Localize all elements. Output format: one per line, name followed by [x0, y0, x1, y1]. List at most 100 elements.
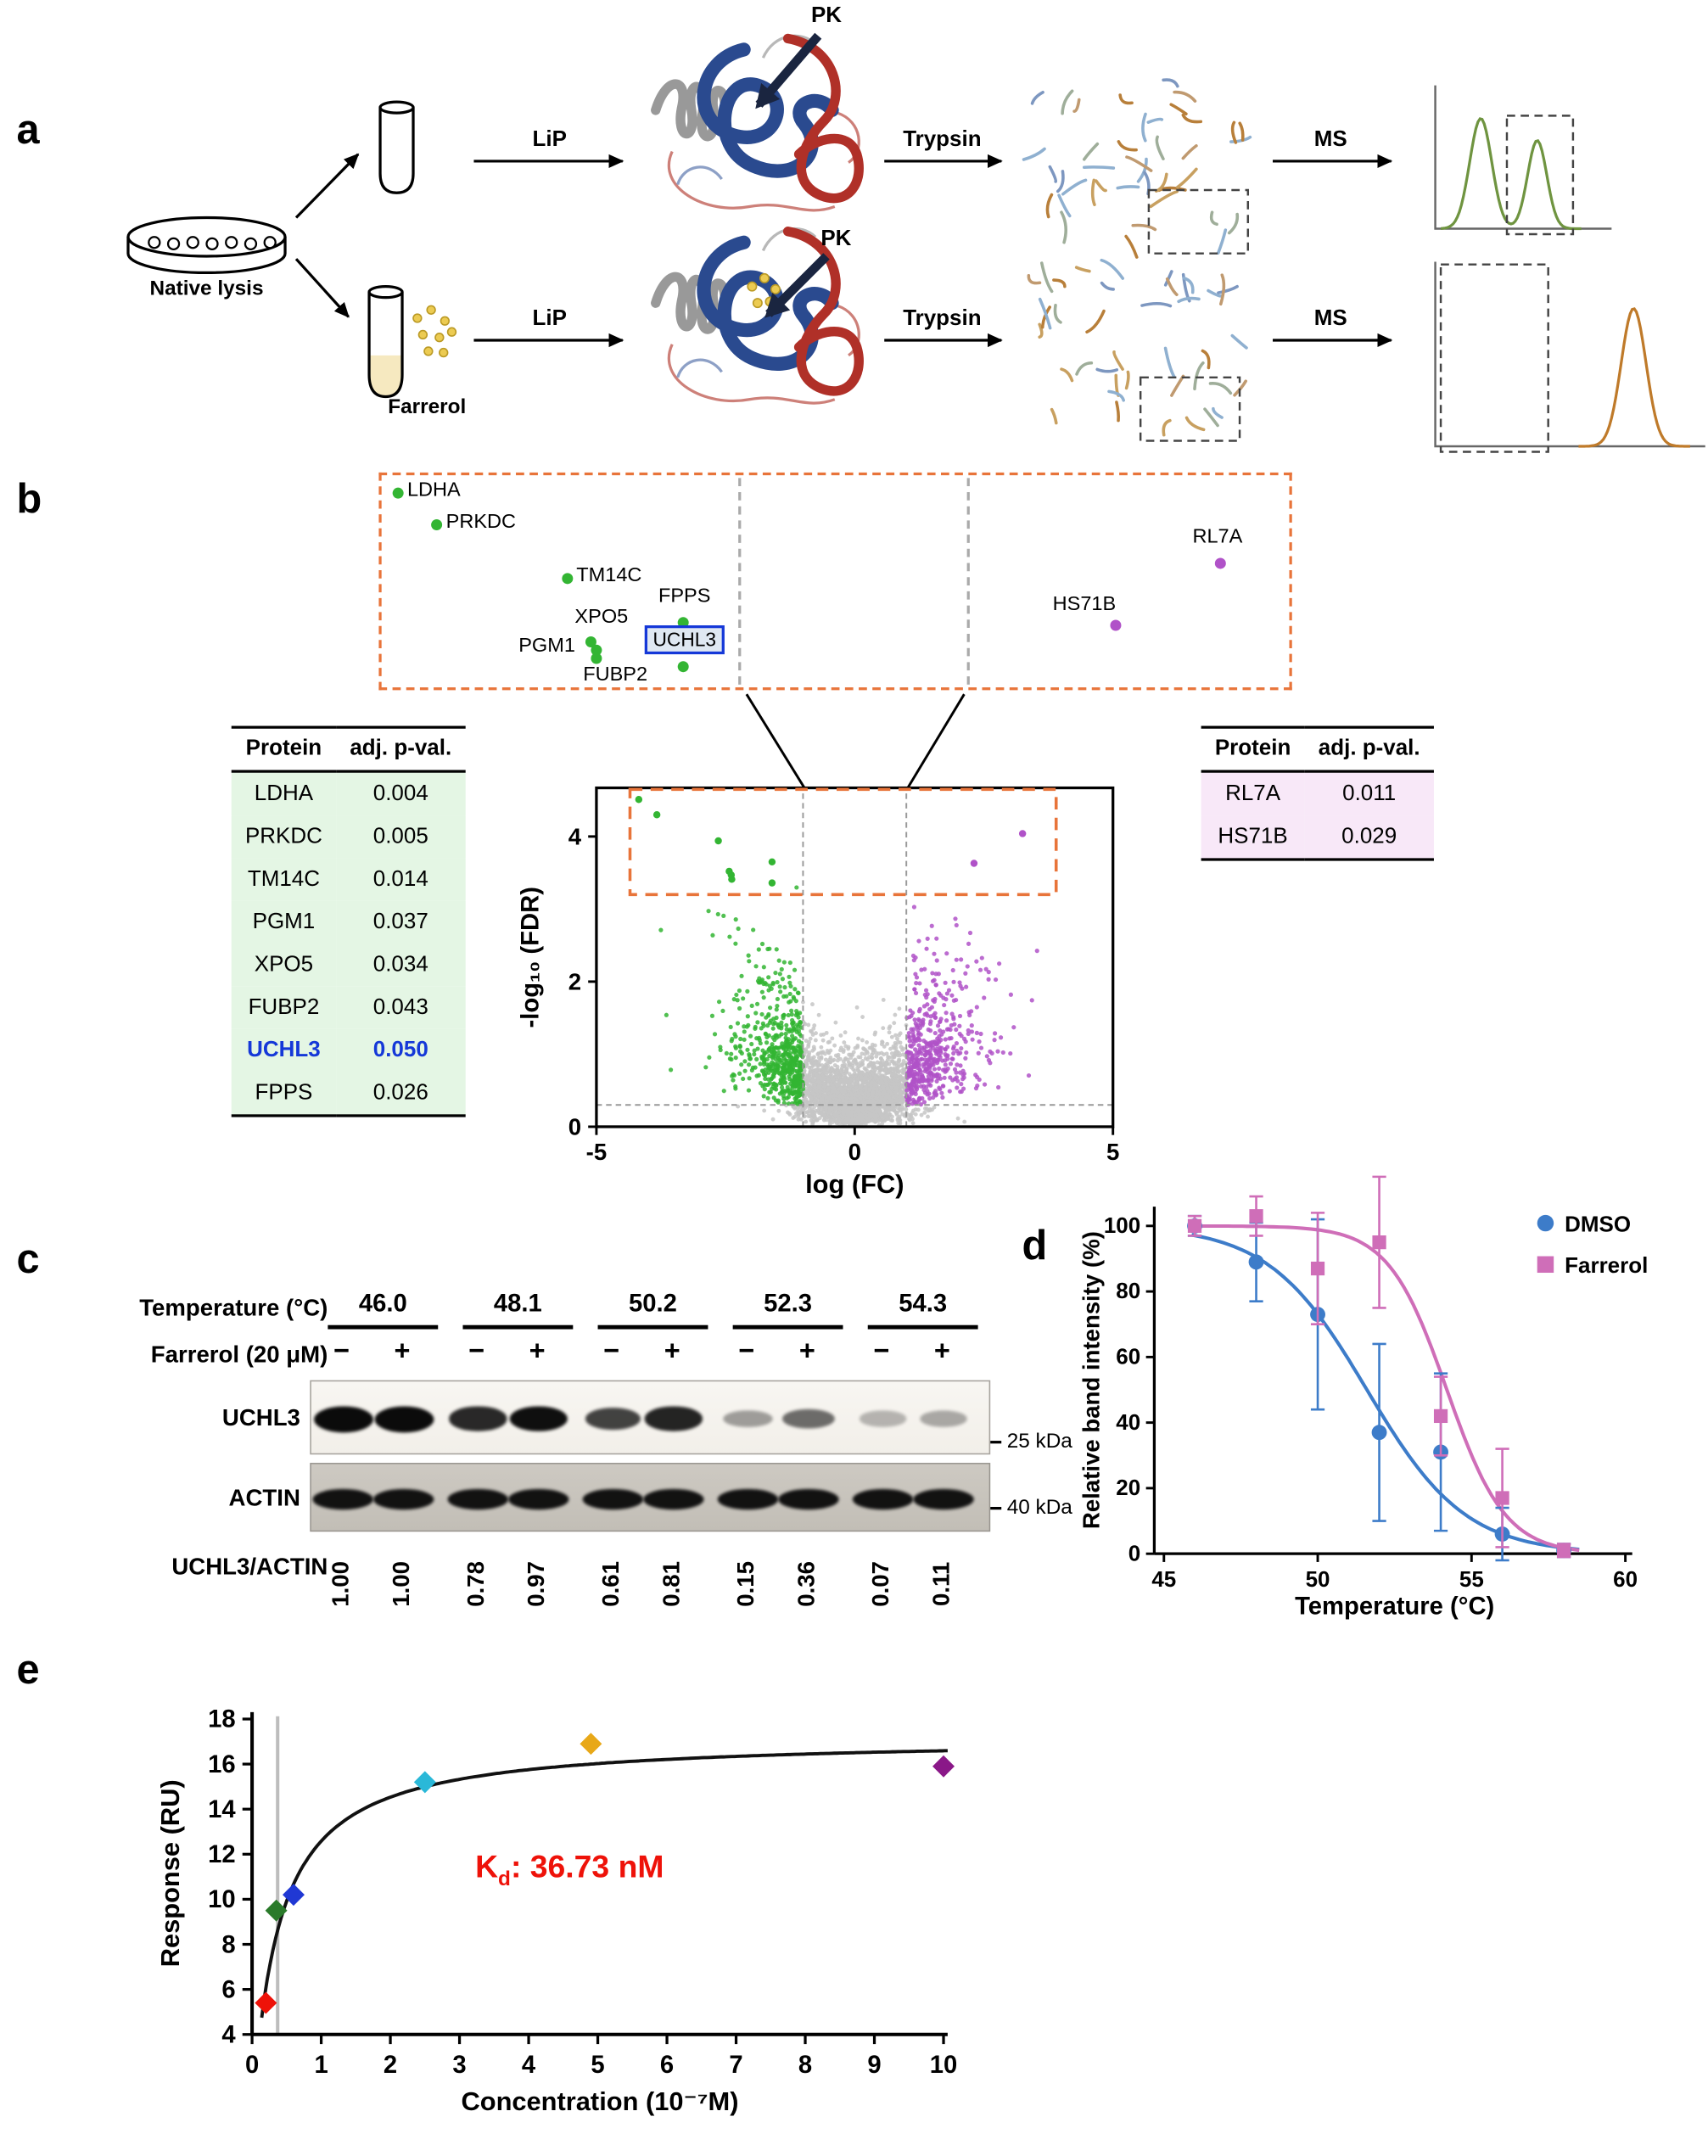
x-tick-label: 6 [660, 2052, 674, 2079]
panel-e-label: e [16, 1647, 40, 1694]
panel-b-label: b [16, 476, 42, 523]
protein-label-pgm1: PGM1 [518, 634, 575, 657]
table-row: HS71B 0.029 [1201, 815, 1434, 861]
x-tick-label: 1 [314, 2052, 328, 2079]
ratio-value: 0.97 [523, 1561, 550, 1607]
protein-label-hs71b: HS71B [1052, 593, 1117, 616]
x-tick-label: 10 [930, 2052, 958, 2079]
farrerol-sign: + [664, 1336, 680, 1367]
stabilized-proteins-table: Protein adj. p-val. RL7A 0.011 HS71B 0.029 [1201, 725, 1434, 861]
40kda-marker-label: 40 kDa [1006, 1496, 1072, 1520]
melting-xlabel: Temperature (°C) [1295, 1593, 1494, 1621]
x-tick-label: 9 [867, 2052, 881, 2079]
kd-value-label: Kd: 36.73 nM [475, 1849, 664, 1891]
table-row: PRKDC 0.005 [231, 815, 466, 859]
actin-band [582, 1488, 644, 1509]
lip-label: LiP [533, 305, 567, 330]
protein-point-rl7a [1214, 558, 1226, 570]
ratio-value: 0.81 [658, 1561, 685, 1607]
peptides-icon [1027, 258, 1248, 437]
temperature-value: 48.1 [493, 1289, 542, 1317]
peptide-highlight-box [1139, 376, 1241, 442]
chromatogram-bottom-icon [1434, 261, 1705, 453]
uchl3-band [919, 1410, 968, 1427]
protein-label-fpps: FPPS [658, 585, 711, 608]
table-row: XPO5 0.034 [231, 944, 466, 987]
farrerol-sign: − [603, 1336, 620, 1367]
panel-a-workflow: Native lysis Farrerol LiP LiP [126, 2, 1705, 453]
kd-sub: d [498, 1867, 511, 1891]
data-point-farrerol [1310, 1261, 1325, 1276]
ms-label: MS [1314, 126, 1347, 151]
y-tick-label: 6 [221, 1976, 235, 2003]
ratio-row-label: UCHL3/ACTIN [171, 1554, 328, 1581]
ratio-value: 0.61 [597, 1561, 624, 1607]
spr-data-point [255, 1991, 277, 2014]
table-row: FUBP2 0.043 [231, 986, 466, 1029]
table-row: LDHA 0.004 [231, 771, 466, 816]
temperature-row-label: Temperature (°C) [139, 1294, 328, 1321]
farrerol-dots-icon [412, 305, 457, 358]
panel-a-label: a [16, 107, 40, 154]
protein-label-rl7a: RL7A [1192, 526, 1243, 549]
adj-pval-cell: 0.026 [336, 1071, 466, 1117]
adj-pval-cell: 0.050 [336, 1028, 466, 1072]
farrerol-sign: + [394, 1336, 411, 1367]
zoom-connector-line [906, 693, 966, 789]
ratio-value: 0.15 [732, 1561, 759, 1607]
y-tick-label: 4 [221, 2021, 236, 2048]
volcano-zoom-region [628, 787, 1058, 897]
spr-data-point [413, 1771, 436, 1794]
actin-band [913, 1488, 974, 1509]
legend-marker-icon [1537, 1214, 1554, 1232]
pk-arrow-icon [755, 32, 822, 109]
threshold-dashed-line [738, 478, 742, 685]
adj-pval-cell: 0.004 [336, 771, 466, 816]
data-point-farrerol [1249, 1209, 1263, 1224]
uchl3-band [782, 1408, 835, 1429]
trypsin-label: Trypsin [903, 305, 981, 330]
uchl3-band [373, 1405, 434, 1432]
protein-name-cell: FUBP2 [231, 986, 337, 1029]
protein-name-cell: HS71B [1201, 815, 1305, 861]
ratio-value: 1.00 [388, 1561, 415, 1607]
x-tick-label: 2 [384, 2052, 397, 2079]
adj-pval-cell: 0.043 [336, 986, 466, 1029]
x-tick-label: 0 [245, 2052, 259, 2079]
protein-name-cell: LDHA [231, 771, 337, 816]
actin-band [778, 1488, 839, 1509]
actin-band [852, 1488, 914, 1509]
table-row: TM14C 0.014 [231, 858, 466, 901]
uchl3-blot-image [310, 1380, 991, 1455]
y-tick-label: 100 [1104, 1212, 1140, 1238]
fit-curve-dmso [1191, 1233, 1580, 1552]
peptides-icon [1022, 78, 1252, 259]
y-tick-label: 40 [1116, 1409, 1140, 1435]
native-lysis-label: Native lysis [150, 277, 264, 300]
lip-label: LiP [533, 126, 567, 151]
spr-data-point [282, 1884, 305, 1907]
protein-label-xpo5: XPO5 [574, 606, 629, 629]
threshold-dashed-line [966, 478, 970, 685]
pk-arrow-icon [764, 253, 830, 318]
y-tick-label: 0 [568, 1114, 581, 1140]
protein-label-tm14c: TM14C [576, 565, 642, 588]
protein-point-uchl3 [677, 660, 689, 672]
temperature-underline [867, 1324, 978, 1329]
adj-pval-cell: 0.034 [336, 944, 466, 987]
y-tick-label: 16 [208, 1751, 236, 1778]
petri-dish-icon [126, 216, 287, 275]
temperature-underline [732, 1324, 843, 1329]
kd-value: : 36.73 nM [510, 1848, 664, 1884]
flow-arrow-icon [294, 258, 350, 318]
x-tick-label: 5 [1106, 1139, 1119, 1165]
binding-fit-curve [260, 1749, 948, 2019]
protein-point-tm14c [563, 573, 574, 585]
ratio-value: 1.00 [328, 1561, 355, 1607]
adj-pval-cell: 0.011 [1304, 771, 1434, 816]
adj-pval-cell: 0.029 [1304, 815, 1434, 861]
peptide-highlight-box [1147, 188, 1250, 255]
farrerol-row-label: Farrerol (20 μM) [150, 1341, 328, 1369]
y-tick-label: 0 [1128, 1540, 1140, 1565]
